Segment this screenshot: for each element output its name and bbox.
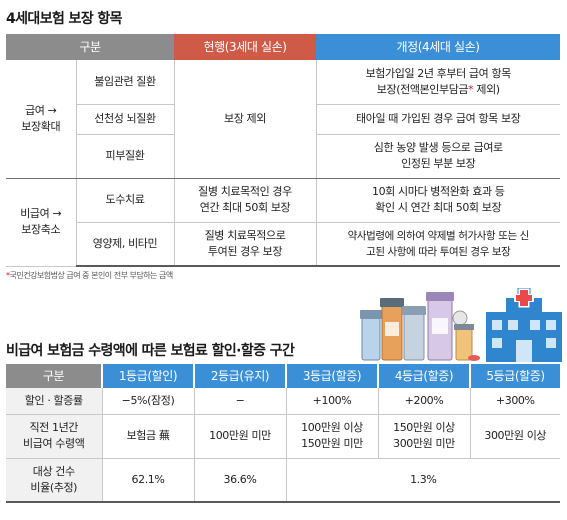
table-cell: 300만원 이상	[470, 414, 560, 459]
revised-cell: 보험가입일 2년 후부터 급여 항목 보장(전액본인부담금* 제외)	[316, 60, 560, 105]
table-cell: −	[194, 388, 287, 415]
revised-cell: 10회 시마다 병적완화 효과 등 확인 시 연간 최대 50회 보장	[316, 178, 560, 223]
table-cell: +300%	[470, 388, 560, 415]
table1-title: 4세대보험 보장 항목	[6, 11, 123, 27]
row-label: 직전 1년간 비급여 수령액	[6, 414, 103, 459]
item-cell: 도수치료	[76, 178, 175, 223]
table-cell: +200%	[378, 388, 471, 415]
table-cell: 보험금 蕪	[102, 414, 195, 459]
item-cell: 영양제, 비타민	[76, 222, 175, 267]
revised-cell: 약사법령에 의하여 약제별 허가사항 또는 신 고된 사항에 따라 투여된 경우…	[316, 222, 560, 267]
footnote: *국민건강보험법상 급여 중 본인이 전부 부담하는 금액	[6, 271, 173, 280]
header-grade-5: 5등급(할증)	[470, 364, 560, 388]
table-row: 직전 1년간 비급여 수령액 보험금 蕪 100만원 미만 100만원 이상 1…	[6, 414, 560, 459]
table-cell: −5%(잠정)	[102, 388, 195, 415]
table-cell: +100%	[286, 388, 379, 415]
hospital-building-icon	[486, 288, 562, 362]
current-cell: 질병 치료목적으로 투여된 경우 보장	[174, 222, 317, 267]
coverage-header-row: 구분 현행(3세대 실손) 개정(4세대 실손)	[6, 34, 560, 60]
header-category: 구분	[6, 364, 103, 388]
table-row: 대상 건수 비율(추정) 62.1% 36.6% 1.3%	[6, 458, 560, 503]
revised-cell: 태아일 때 가입된 경우 급여 항목 보장	[316, 104, 560, 135]
table2-title: 비급여 보험금 수령액에 따른 보험료 할인·할증 구간	[6, 343, 295, 359]
table-cell: 100만원 미만	[194, 414, 287, 459]
current-merged-cell: 보장 제외	[174, 60, 317, 179]
item-cell: 피부질환	[76, 134, 175, 179]
current-cell: 질병 치료목적인 경우 연간 최대 50회 보장	[174, 178, 317, 223]
premium-table: 구분 1등급(할인) 2등급(유지) 3등급(할증) 4등급(할증) 5등급(할…	[6, 364, 560, 503]
table-cell: 62.1%	[102, 458, 195, 503]
header-revised: 개정(4세대 실손)	[316, 34, 560, 60]
table-row: 선천성 뇌질환 태아일 때 가입된 경우 급여 항목 보장	[6, 104, 560, 135]
pill-bottles-icon	[360, 292, 480, 361]
header-grade-1: 1등급(할인)	[102, 364, 195, 388]
coverage-table: 구분 현행(3세대 실손) 개정(4세대 실손) 급여 → 보장확대 불임관련 …	[6, 34, 560, 267]
table-row: 영양제, 비타민 질병 치료목적으로 투여된 경우 보장 약사법령에 의하여 약…	[6, 222, 560, 267]
table-row: 급여 → 보장확대 불임관련 질환 보장 제외 보험가입일 2년 후부터 급여 …	[6, 60, 560, 179]
header-category: 구분	[6, 34, 174, 60]
medical-illustration	[360, 288, 562, 362]
table-cell: 150만원 이상 300만원 미만	[378, 414, 471, 459]
revised-cell: 심한 농양 발생 등으로 급여로 인정된 부분 보장	[316, 134, 560, 179]
header-grade-4: 4등급(할증)	[378, 364, 471, 388]
header-grade-3: 3등급(할증)	[286, 364, 379, 388]
row-label: 대상 건수 비율(추정)	[6, 458, 103, 503]
table-row: 비급여 → 보장축소 도수치료 질병 치료목적인 경우 연간 최대 50회 보장…	[6, 178, 560, 267]
premium-header-row: 구분 1등급(할인) 2등급(유지) 3등급(할증) 4등급(할증) 5등급(할…	[6, 364, 560, 388]
table-row: 피부질환 심한 농양 발생 등으로 급여로 인정된 부분 보장	[6, 134, 560, 179]
item-cell: 선천성 뇌질환	[76, 104, 175, 135]
asterisk-mark: *	[468, 82, 474, 96]
item-cell: 불임관련 질환	[76, 60, 175, 105]
header-current: 현행(3세대 실손)	[174, 34, 316, 60]
table-cell: 1.3%	[286, 458, 560, 503]
group-noncovered: 비급여 → 보장축소	[6, 178, 77, 267]
group-covered: 급여 → 보장확대	[6, 60, 77, 179]
row-label: 할인 · 할증률	[6, 388, 103, 415]
table-cell: 100만원 이상 150만원 미만	[286, 414, 379, 459]
header-grade-2: 2등급(유지)	[194, 364, 287, 388]
table-row: 할인 · 할증률 −5%(잠정) − +100% +200% +300%	[6, 388, 560, 415]
table-cell: 36.6%	[194, 458, 287, 503]
